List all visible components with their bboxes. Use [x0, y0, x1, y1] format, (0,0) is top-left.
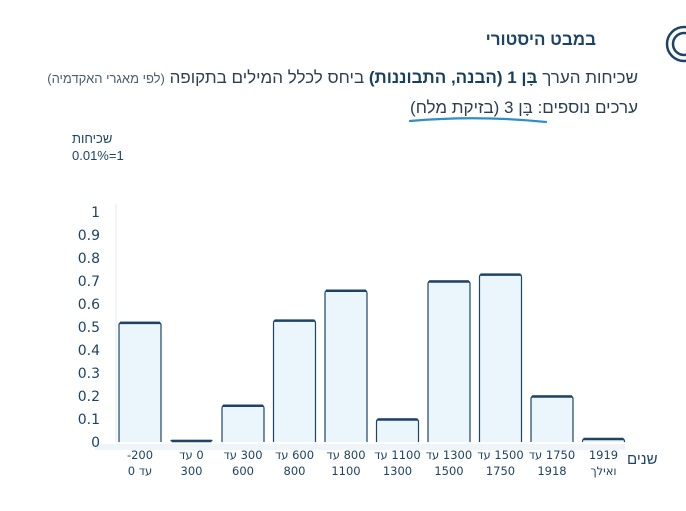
y-tick-label: 0.2	[78, 389, 100, 405]
y-tick-label: 0.1	[78, 412, 100, 428]
more-values: ערכים נוספים: בָּן 3 (בזיקת מלח)	[408, 98, 638, 124]
y-axis-title: שכיחות	[72, 131, 113, 146]
y-tick-label: 0	[91, 435, 100, 451]
y-tick-label: 0.3	[78, 366, 100, 382]
description-tail: ביחס לכלל המילים בתקופה	[169, 68, 365, 87]
bar	[478, 273, 523, 442]
bar-group	[478, 273, 523, 442]
y-tick-label: 0.8	[78, 251, 100, 267]
frequency-description: שכיחות הערך בָּן 1 (הבנה, התבוננות) ביחס…	[47, 68, 638, 88]
bar-group	[375, 418, 420, 442]
x-tick-label: 300 עד	[223, 448, 262, 462]
bar	[530, 395, 574, 442]
bar-group	[221, 404, 265, 442]
history-icon	[665, 25, 686, 63]
bar-group	[170, 439, 213, 443]
x-tick-label: 1750 עד	[529, 448, 575, 462]
x-tick-label: 0 עד	[179, 448, 203, 462]
other-value-link[interactable]: בָּן 3 (בזיקת מלח)	[408, 98, 548, 124]
y-axis-unit: 0.01%=1	[72, 148, 124, 163]
y-tick-label: 0.9	[78, 228, 100, 244]
bar-group	[581, 437, 626, 442]
x-tick-label: 1100	[331, 464, 360, 478]
bar-group	[427, 280, 471, 442]
x-tick-label: 1918	[537, 464, 566, 478]
y-tick-label: 0.6	[78, 297, 100, 313]
root-value: בָּן 1 (הבנה, התבוננות)	[368, 68, 538, 87]
bar	[221, 404, 265, 442]
y-tick-label: 0.4	[78, 343, 100, 359]
x-tick-label: 800 עד	[326, 448, 365, 462]
x-tick-label: 300	[181, 464, 203, 478]
x-tick-label: עד 0	[128, 464, 152, 478]
more-values-label: ערכים נוספים:	[537, 98, 638, 117]
y-tick-label: 0.7	[78, 274, 100, 290]
x-tick-label: ‎-200	[127, 448, 153, 462]
underline-swoosh	[408, 117, 548, 124]
section-title: במבט היסטורי	[485, 30, 596, 49]
x-axis-label: שנים	[627, 451, 658, 468]
x-axis-band	[95, 444, 625, 450]
bar	[118, 321, 162, 442]
bar	[375, 418, 420, 442]
bar	[272, 319, 317, 442]
y-tick-label: 0.5	[78, 320, 100, 336]
x-tick-label: 1750	[486, 464, 515, 478]
x-tick-label: 1300 עד	[426, 448, 472, 462]
bar-group	[272, 319, 317, 442]
bar	[427, 280, 471, 442]
x-tick-label: 600 עד	[275, 448, 314, 462]
x-tick-label: 1100 עד	[374, 448, 420, 462]
other-value-link-text[interactable]: בָּן 3 (בזיקת מלח)	[410, 98, 533, 117]
x-tick-label: 1500 עד	[477, 448, 523, 462]
x-tick-label: 1919	[589, 448, 618, 462]
x-tick-label: ואילך	[590, 464, 616, 478]
bar-group	[324, 289, 368, 442]
bar-group	[118, 321, 162, 442]
y-axis-label: שכיחות 0.01%=1	[72, 130, 142, 164]
bar-group	[530, 395, 574, 442]
source-note: (לפי מאגרי האקדמיה)	[47, 71, 165, 86]
bar	[324, 289, 368, 442]
x-tick-label: 800	[284, 464, 306, 478]
x-tick-label: 1500	[434, 464, 463, 478]
y-tick-label: 1	[91, 205, 100, 221]
x-tick-label: 600	[232, 464, 254, 478]
description-lead: שכיחות הערך	[542, 68, 638, 87]
x-tick-label: 1300	[383, 464, 412, 478]
